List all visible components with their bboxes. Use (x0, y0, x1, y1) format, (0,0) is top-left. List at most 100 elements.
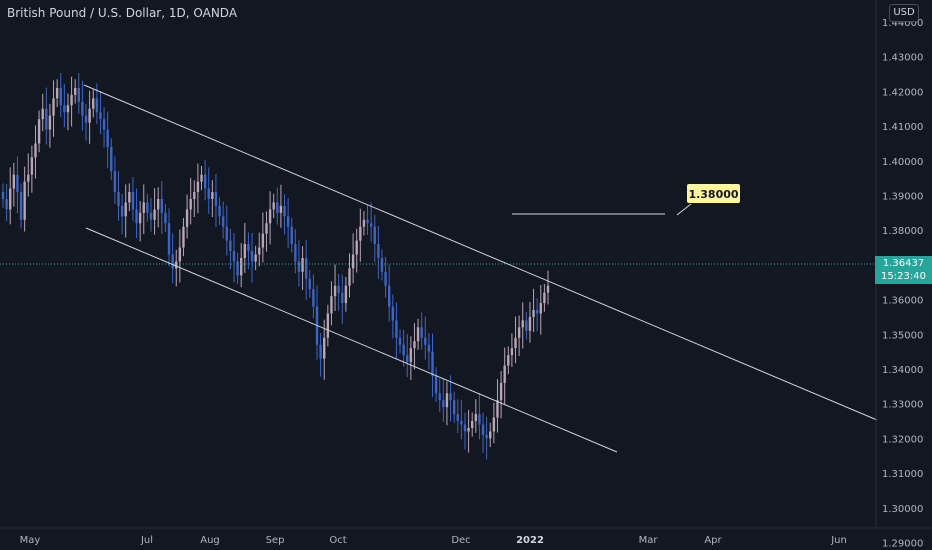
price-tick-label: 1.44000 (882, 18, 923, 29)
candle-body (171, 254, 174, 269)
price-tick-label: 1.33000 (882, 400, 923, 411)
candle-body (146, 202, 149, 213)
candle-body (424, 337, 427, 345)
candle-body (543, 292, 546, 304)
candle-body (254, 254, 257, 262)
candle-body (286, 216, 290, 227)
candle-body (283, 205, 286, 217)
chart-title: British Pound / U.S. Dollar, 1D, OANDA (7, 6, 238, 20)
candle-body (164, 212, 167, 224)
candle-body (48, 115, 52, 130)
candle-body (178, 247, 182, 262)
candle-body (211, 192, 214, 199)
candle-body (304, 257, 308, 279)
candle-body (290, 226, 293, 245)
price-tick-label: 1.43000 (882, 53, 923, 64)
candle-body (189, 198, 192, 210)
candle-body (73, 87, 77, 95)
candle-body (406, 355, 409, 363)
candle-body (236, 261, 239, 276)
candle-body (229, 240, 232, 252)
currency-button[interactable]: USD (889, 4, 919, 22)
candle-body (420, 327, 423, 338)
candle-body (460, 421, 463, 425)
candle-body (5, 198, 8, 210)
candle-body (395, 320, 398, 338)
candle-body (517, 327, 521, 338)
candle-body (492, 417, 496, 432)
candle-body (499, 382, 503, 401)
candle-body (258, 247, 261, 255)
time-tick-label: Apr (704, 535, 722, 546)
channel-upper-trendline[interactable] (83, 84, 878, 421)
candle-body (92, 98, 95, 109)
candle-body (9, 188, 12, 210)
channel-lower-trendline[interactable] (85, 227, 618, 453)
candle-body (138, 212, 142, 224)
price-tick-label: 1.31000 (882, 469, 923, 480)
candle-body (319, 344, 322, 359)
candle-body (308, 278, 311, 290)
price-tick-label: 1.40000 (882, 157, 923, 168)
candle-body (413, 341, 416, 349)
candle-body (337, 285, 340, 293)
candle-body (128, 192, 131, 203)
time-tick-label: Oct (329, 535, 346, 546)
candle-body (182, 226, 185, 248)
price-tick-label: 1.34000 (882, 365, 923, 376)
candle-body (438, 393, 441, 401)
candle-body (359, 226, 362, 241)
candle-body (131, 192, 135, 210)
candle-body (449, 393, 452, 401)
price-tick-label: 1.41000 (882, 122, 923, 133)
candle-body (380, 257, 384, 272)
time-axis[interactable]: May Jul Aug Sep Oct Dec 2022 Mar Apr Jun (20, 535, 847, 546)
candle-body (240, 257, 243, 276)
time-tick-label: Jun (830, 535, 847, 546)
candle-body (373, 226, 376, 245)
candle-body (110, 146, 113, 172)
candle-body (84, 115, 88, 123)
candle-body (481, 424, 485, 435)
candle-body (528, 316, 532, 331)
candle-body (546, 285, 550, 293)
candle-body (514, 337, 517, 349)
candle-body (70, 94, 73, 106)
price-tick-label: 1.30000 (882, 504, 923, 515)
candle-body (55, 87, 59, 99)
candle-body (525, 320, 528, 331)
time-tick-label: Aug (200, 535, 220, 546)
last-price-value: 1.36437 (882, 258, 925, 269)
price-tick-label: 1.39000 (882, 192, 923, 203)
candle-body (348, 268, 351, 286)
candle-body (160, 198, 164, 213)
candle-body (214, 192, 218, 206)
candle-body (200, 174, 203, 182)
price-axis[interactable]: 1.44000 1.43000 1.42000 1.41000 1.40000 1.390… (882, 18, 923, 550)
candle-body (474, 414, 478, 422)
candle-body (203, 174, 207, 189)
candle-body (297, 261, 301, 272)
candle-body (503, 365, 506, 383)
candle-body (247, 244, 250, 252)
candle-body (294, 244, 297, 262)
price-tick-label: 1.35000 (882, 330, 923, 341)
price-tick-label: 1.38000 (882, 226, 923, 237)
candle-body (63, 105, 66, 113)
target-price-label[interactable]: 1.38000 (686, 183, 741, 204)
candle-body (535, 310, 539, 314)
candle-body (77, 87, 80, 102)
candle-body (88, 108, 91, 123)
candle-body (106, 129, 109, 147)
candle-body (175, 261, 178, 269)
candle-body (279, 205, 283, 213)
candle-body (326, 313, 330, 338)
candle-body (478, 414, 481, 425)
candle-body (312, 289, 315, 307)
time-tick-label: Mar (639, 535, 659, 546)
candle-body (471, 421, 474, 428)
candle-body (265, 223, 268, 234)
candle-body (113, 171, 117, 193)
